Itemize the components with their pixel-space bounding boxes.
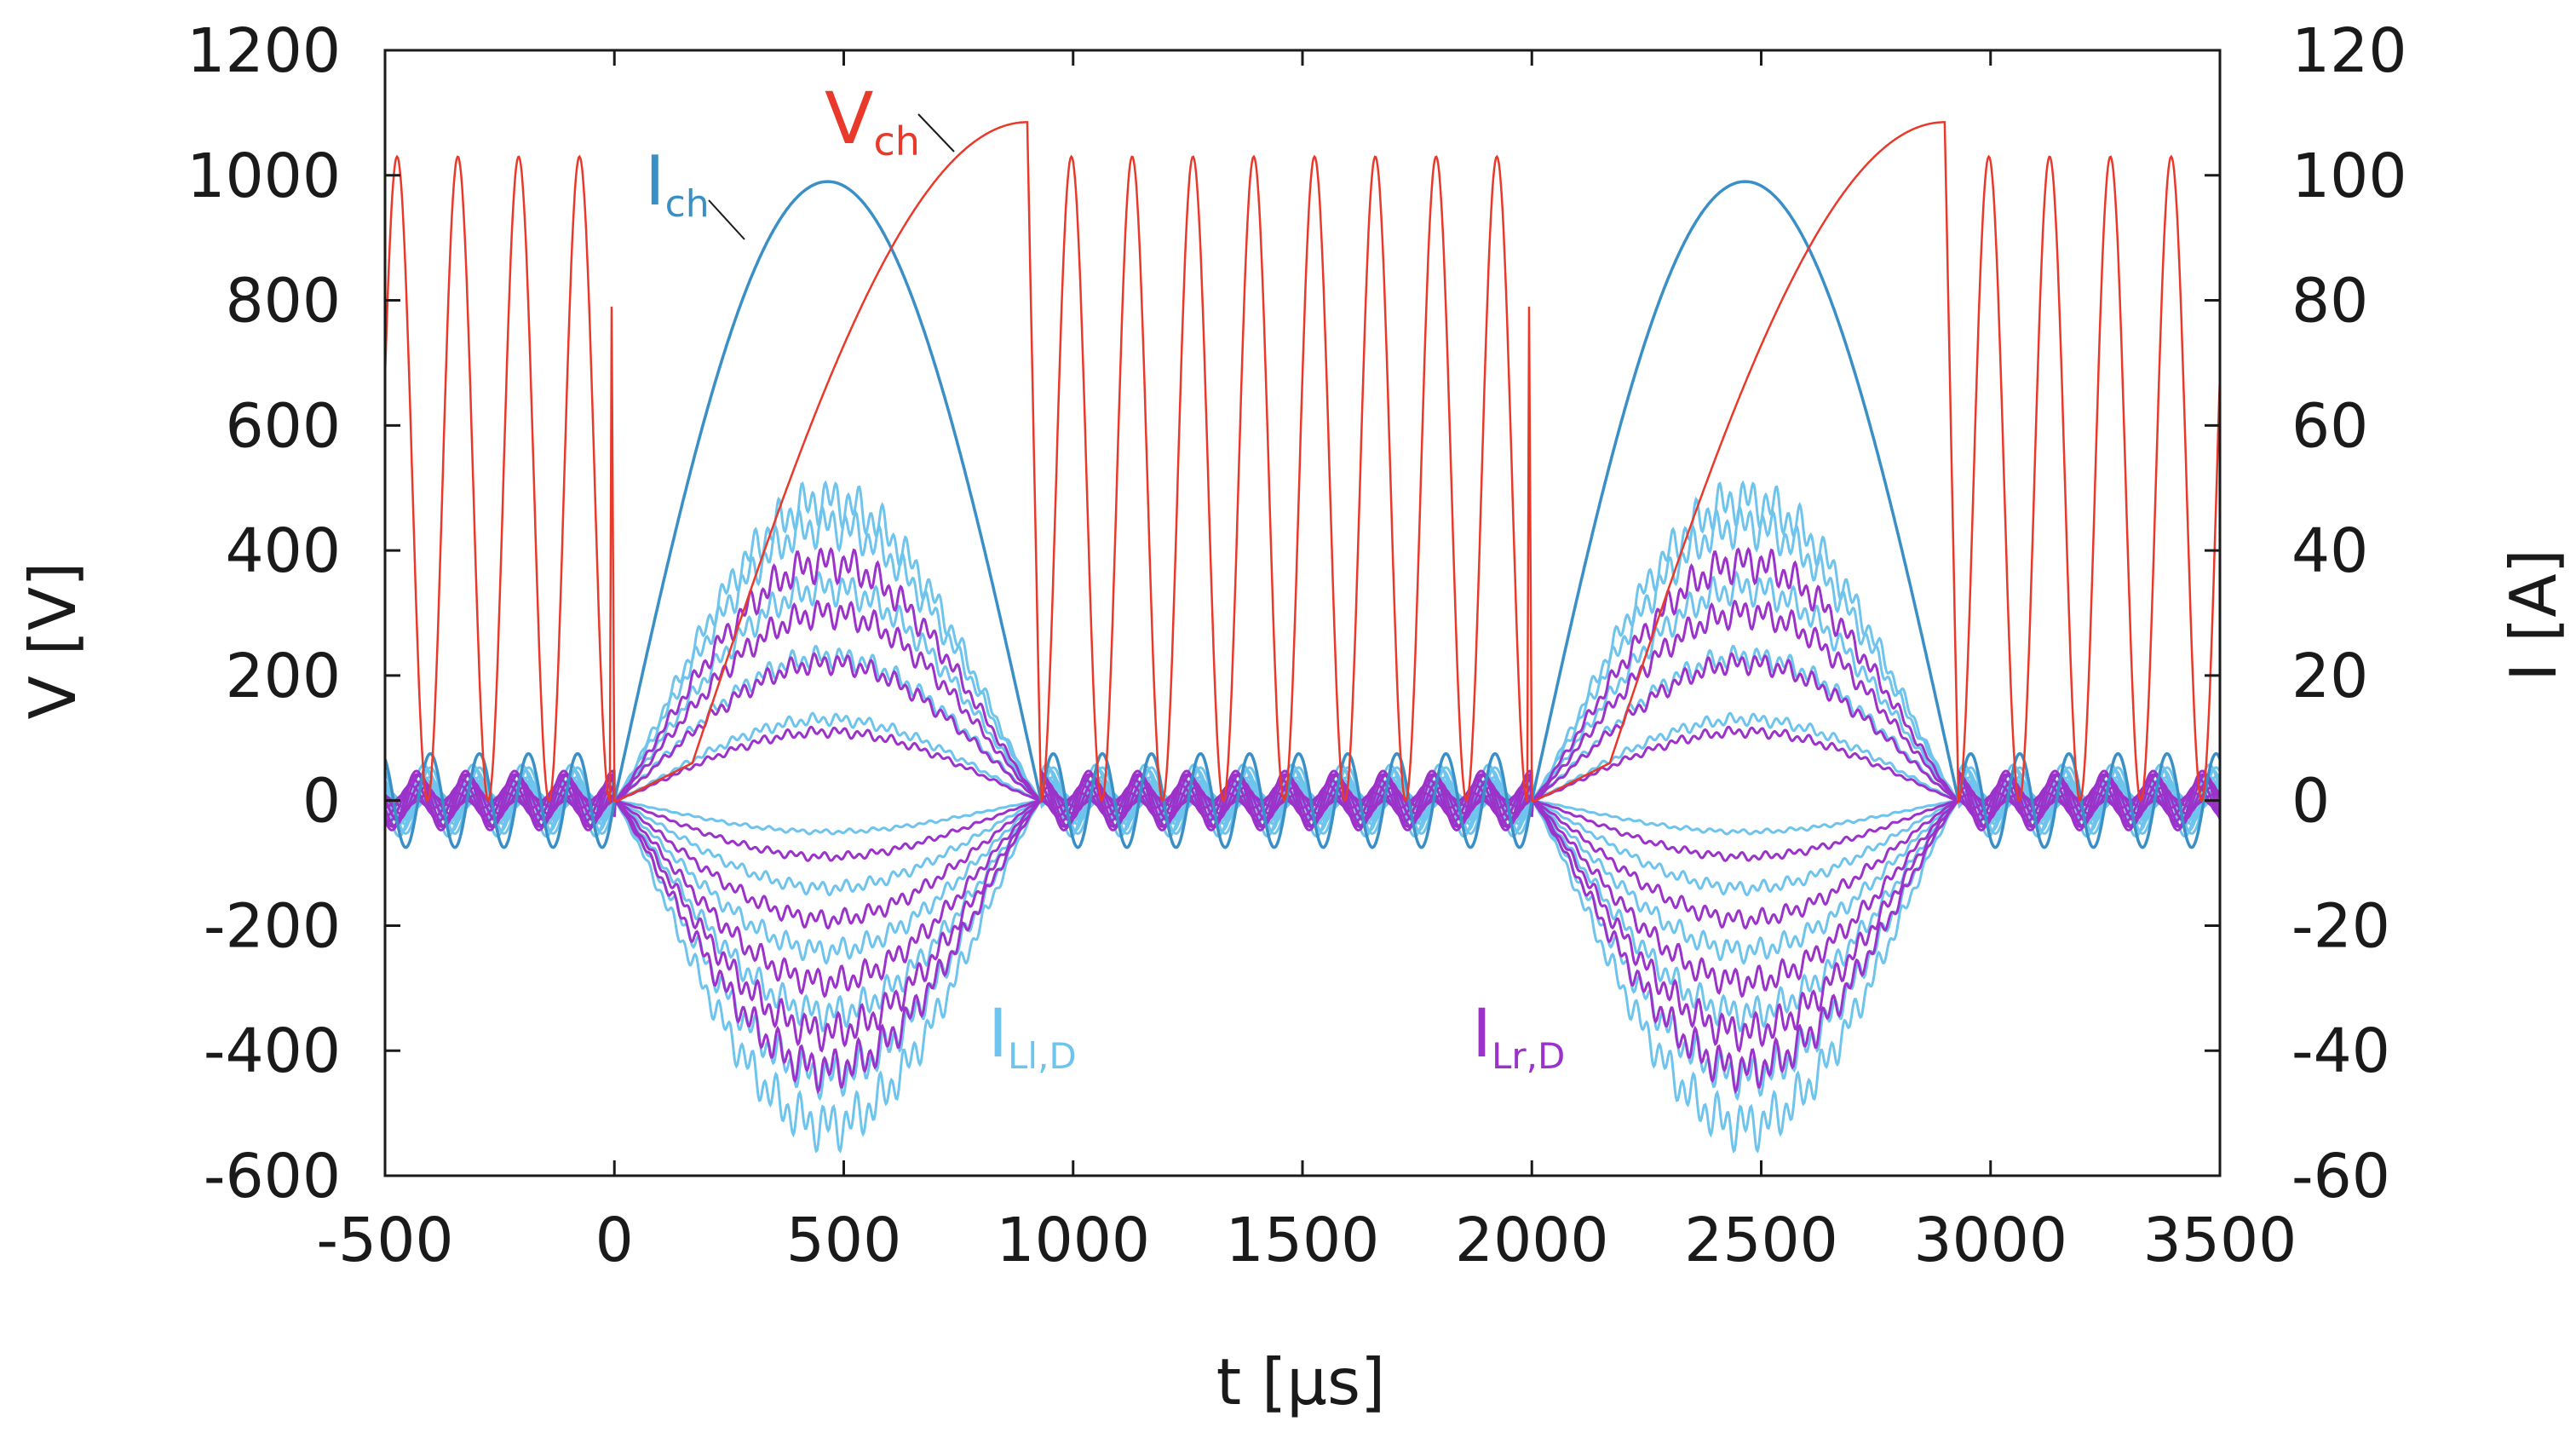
x-axis-title: t [µs] <box>1216 1344 1386 1419</box>
y-right-tick-label: 40 <box>2291 515 2368 586</box>
ill-d-label: ILl,D <box>988 996 1077 1077</box>
series-vch-line <box>385 121 2220 805</box>
y-left-tick-label: 800 <box>225 266 341 337</box>
series-ich-line <box>385 180 2220 849</box>
series-ilr-d-line <box>385 786 2220 930</box>
y-left-tick-label: 600 <box>225 390 341 461</box>
series-ilr-d-line <box>385 773 2220 1053</box>
y-right-tick-label: -20 <box>2291 890 2390 961</box>
ich-label: Ich <box>645 141 710 226</box>
y-right-tick-label: 120 <box>2291 15 2407 86</box>
y-right-tick-label: 100 <box>2291 141 2407 211</box>
y-left-tick-label: 1200 <box>187 15 341 86</box>
y-right-tick-label: 60 <box>2291 390 2368 461</box>
ich-leader-line <box>708 199 745 240</box>
series-ilr-d-line <box>385 768 2220 1095</box>
x-tick-label: 2500 <box>1684 1205 1838 1275</box>
ilr-d-label: ILr,D <box>1472 996 1565 1077</box>
x-tick-label: 3000 <box>1913 1205 2067 1275</box>
y-right-tick-label: 0 <box>2291 766 2330 837</box>
x-tick-label: 1000 <box>996 1205 1150 1275</box>
x-tick-label: 3500 <box>2143 1205 2297 1275</box>
x-tick-label: 1500 <box>1226 1205 1380 1275</box>
x-tick-label: -500 <box>316 1205 453 1275</box>
curves-layer <box>385 121 2220 1154</box>
y-right-tick-label: -40 <box>2291 1016 2390 1086</box>
vch-label: Vch <box>825 77 920 164</box>
y-left-tick-label: -200 <box>204 890 341 961</box>
y-axis-title-right: I [A] <box>2496 549 2571 682</box>
x-tick-label: 500 <box>786 1205 902 1275</box>
y-left-tick-label: 200 <box>225 641 341 711</box>
labels-layer: Vch Ich ILl,D ILr,D <box>645 77 1565 1077</box>
y-left-tick-label: -600 <box>204 1141 341 1211</box>
y-right-tick-label: -60 <box>2291 1141 2390 1211</box>
y-left-tick-label: 400 <box>225 515 341 586</box>
x-tick-label: 0 <box>595 1205 634 1275</box>
vch-leader-line <box>917 113 955 153</box>
series-ilr-d-line <box>385 779 2220 998</box>
x-tick-label: 2000 <box>1455 1205 1609 1275</box>
ticks-layer: -500 0 500 1000 1500 2000 2500 3000 3500-600-400… <box>187 15 2406 1275</box>
y-axis-title-left: V [V] <box>15 562 90 720</box>
y-right-tick-label: 80 <box>2291 266 2368 337</box>
y-left-tick-label: 0 <box>302 766 341 837</box>
y-left-tick-label: 1000 <box>187 141 341 211</box>
y-left-tick-label: -400 <box>204 1016 341 1086</box>
y-right-tick-label: 20 <box>2291 641 2368 711</box>
